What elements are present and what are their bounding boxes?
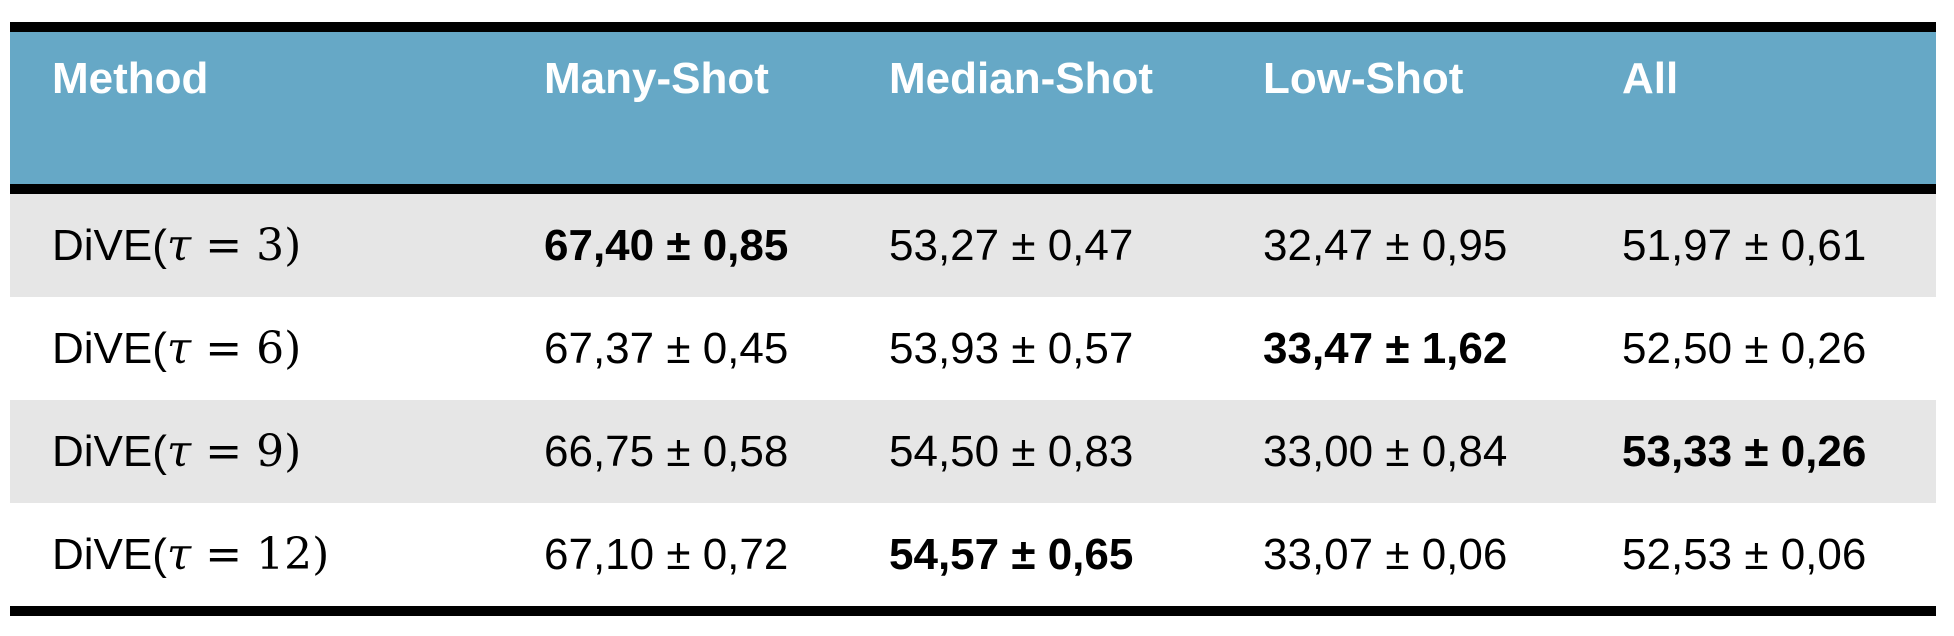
all-cell: 52,50 ± 0,26 (1622, 323, 1867, 373)
median-shot-cell: 54,57 ± 0,65 (889, 529, 1134, 579)
many-shot-cell: 67,37 ± 0,45 (544, 323, 789, 373)
method-param: = 3) (191, 220, 302, 271)
table-row: DiVE(τ = 12) 67,10 ± 0,72 54,57 ± 0,65 3… (10, 503, 1936, 606)
method-prefix: DiVE( (52, 530, 167, 579)
low-shot-cell: 33,07 ± 0,06 (1263, 529, 1508, 579)
table-header: Method Many-Shot Median-Shot Low-Shot Al… (10, 32, 1936, 184)
bottom-rule (10, 606, 1936, 616)
median-shot-cell: 54,50 ± 0,83 (889, 426, 1134, 476)
header-all: All (1622, 54, 1679, 103)
method-cell: DiVE(τ = 9) (10, 426, 502, 477)
results-table: Method Many-Shot Median-Shot Low-Shot Al… (10, 22, 1936, 616)
tau-symbol: τ (166, 529, 192, 580)
header-many-shot: Many-Shot (544, 54, 769, 103)
header-method: Method (52, 54, 209, 103)
many-shot-cell: 66,75 ± 0,58 (544, 426, 789, 476)
all-cell: 51,97 ± 0,61 (1622, 220, 1867, 270)
method-prefix: DiVE( (52, 324, 167, 373)
method-prefix: DiVE( (52, 427, 167, 476)
many-shot-cell: 67,40 ± 0,85 (544, 220, 789, 270)
tau-symbol: τ (166, 220, 192, 271)
table-row: DiVE(τ = 3) 67,40 ± 0,85 53,27 ± 0,47 32… (10, 194, 1936, 297)
header-rule (10, 184, 1936, 194)
method-param: = 12) (191, 529, 330, 580)
method-cell: DiVE(τ = 12) (10, 529, 502, 580)
low-shot-cell: 33,47 ± 1,62 (1263, 323, 1508, 373)
tau-symbol: τ (166, 426, 192, 477)
tau-symbol: τ (166, 323, 192, 374)
header-low-shot: Low-Shot (1263, 54, 1464, 103)
median-shot-cell: 53,93 ± 0,57 (889, 323, 1134, 373)
top-rule (10, 22, 1936, 32)
low-shot-cell: 32,47 ± 0,95 (1263, 220, 1508, 270)
method-prefix: DiVE( (52, 221, 167, 270)
method-cell: DiVE(τ = 3) (10, 220, 502, 271)
median-shot-cell: 53,27 ± 0,47 (889, 220, 1134, 270)
method-cell: DiVE(τ = 6) (10, 323, 502, 374)
low-shot-cell: 33,00 ± 0,84 (1263, 426, 1508, 476)
table-row: DiVE(τ = 9) 66,75 ± 0,58 54,50 ± 0,83 33… (10, 400, 1936, 503)
table-row: DiVE(τ = 6) 67,37 ± 0,45 53,93 ± 0,57 33… (10, 297, 1936, 400)
all-cell: 53,33 ± 0,26 (1622, 426, 1867, 476)
header-median-shot: Median-Shot (889, 54, 1153, 103)
all-cell: 52,53 ± 0,06 (1622, 529, 1867, 579)
method-param: = 6) (191, 323, 302, 374)
method-param: = 9) (191, 426, 302, 477)
many-shot-cell: 67,10 ± 0,72 (544, 529, 789, 579)
